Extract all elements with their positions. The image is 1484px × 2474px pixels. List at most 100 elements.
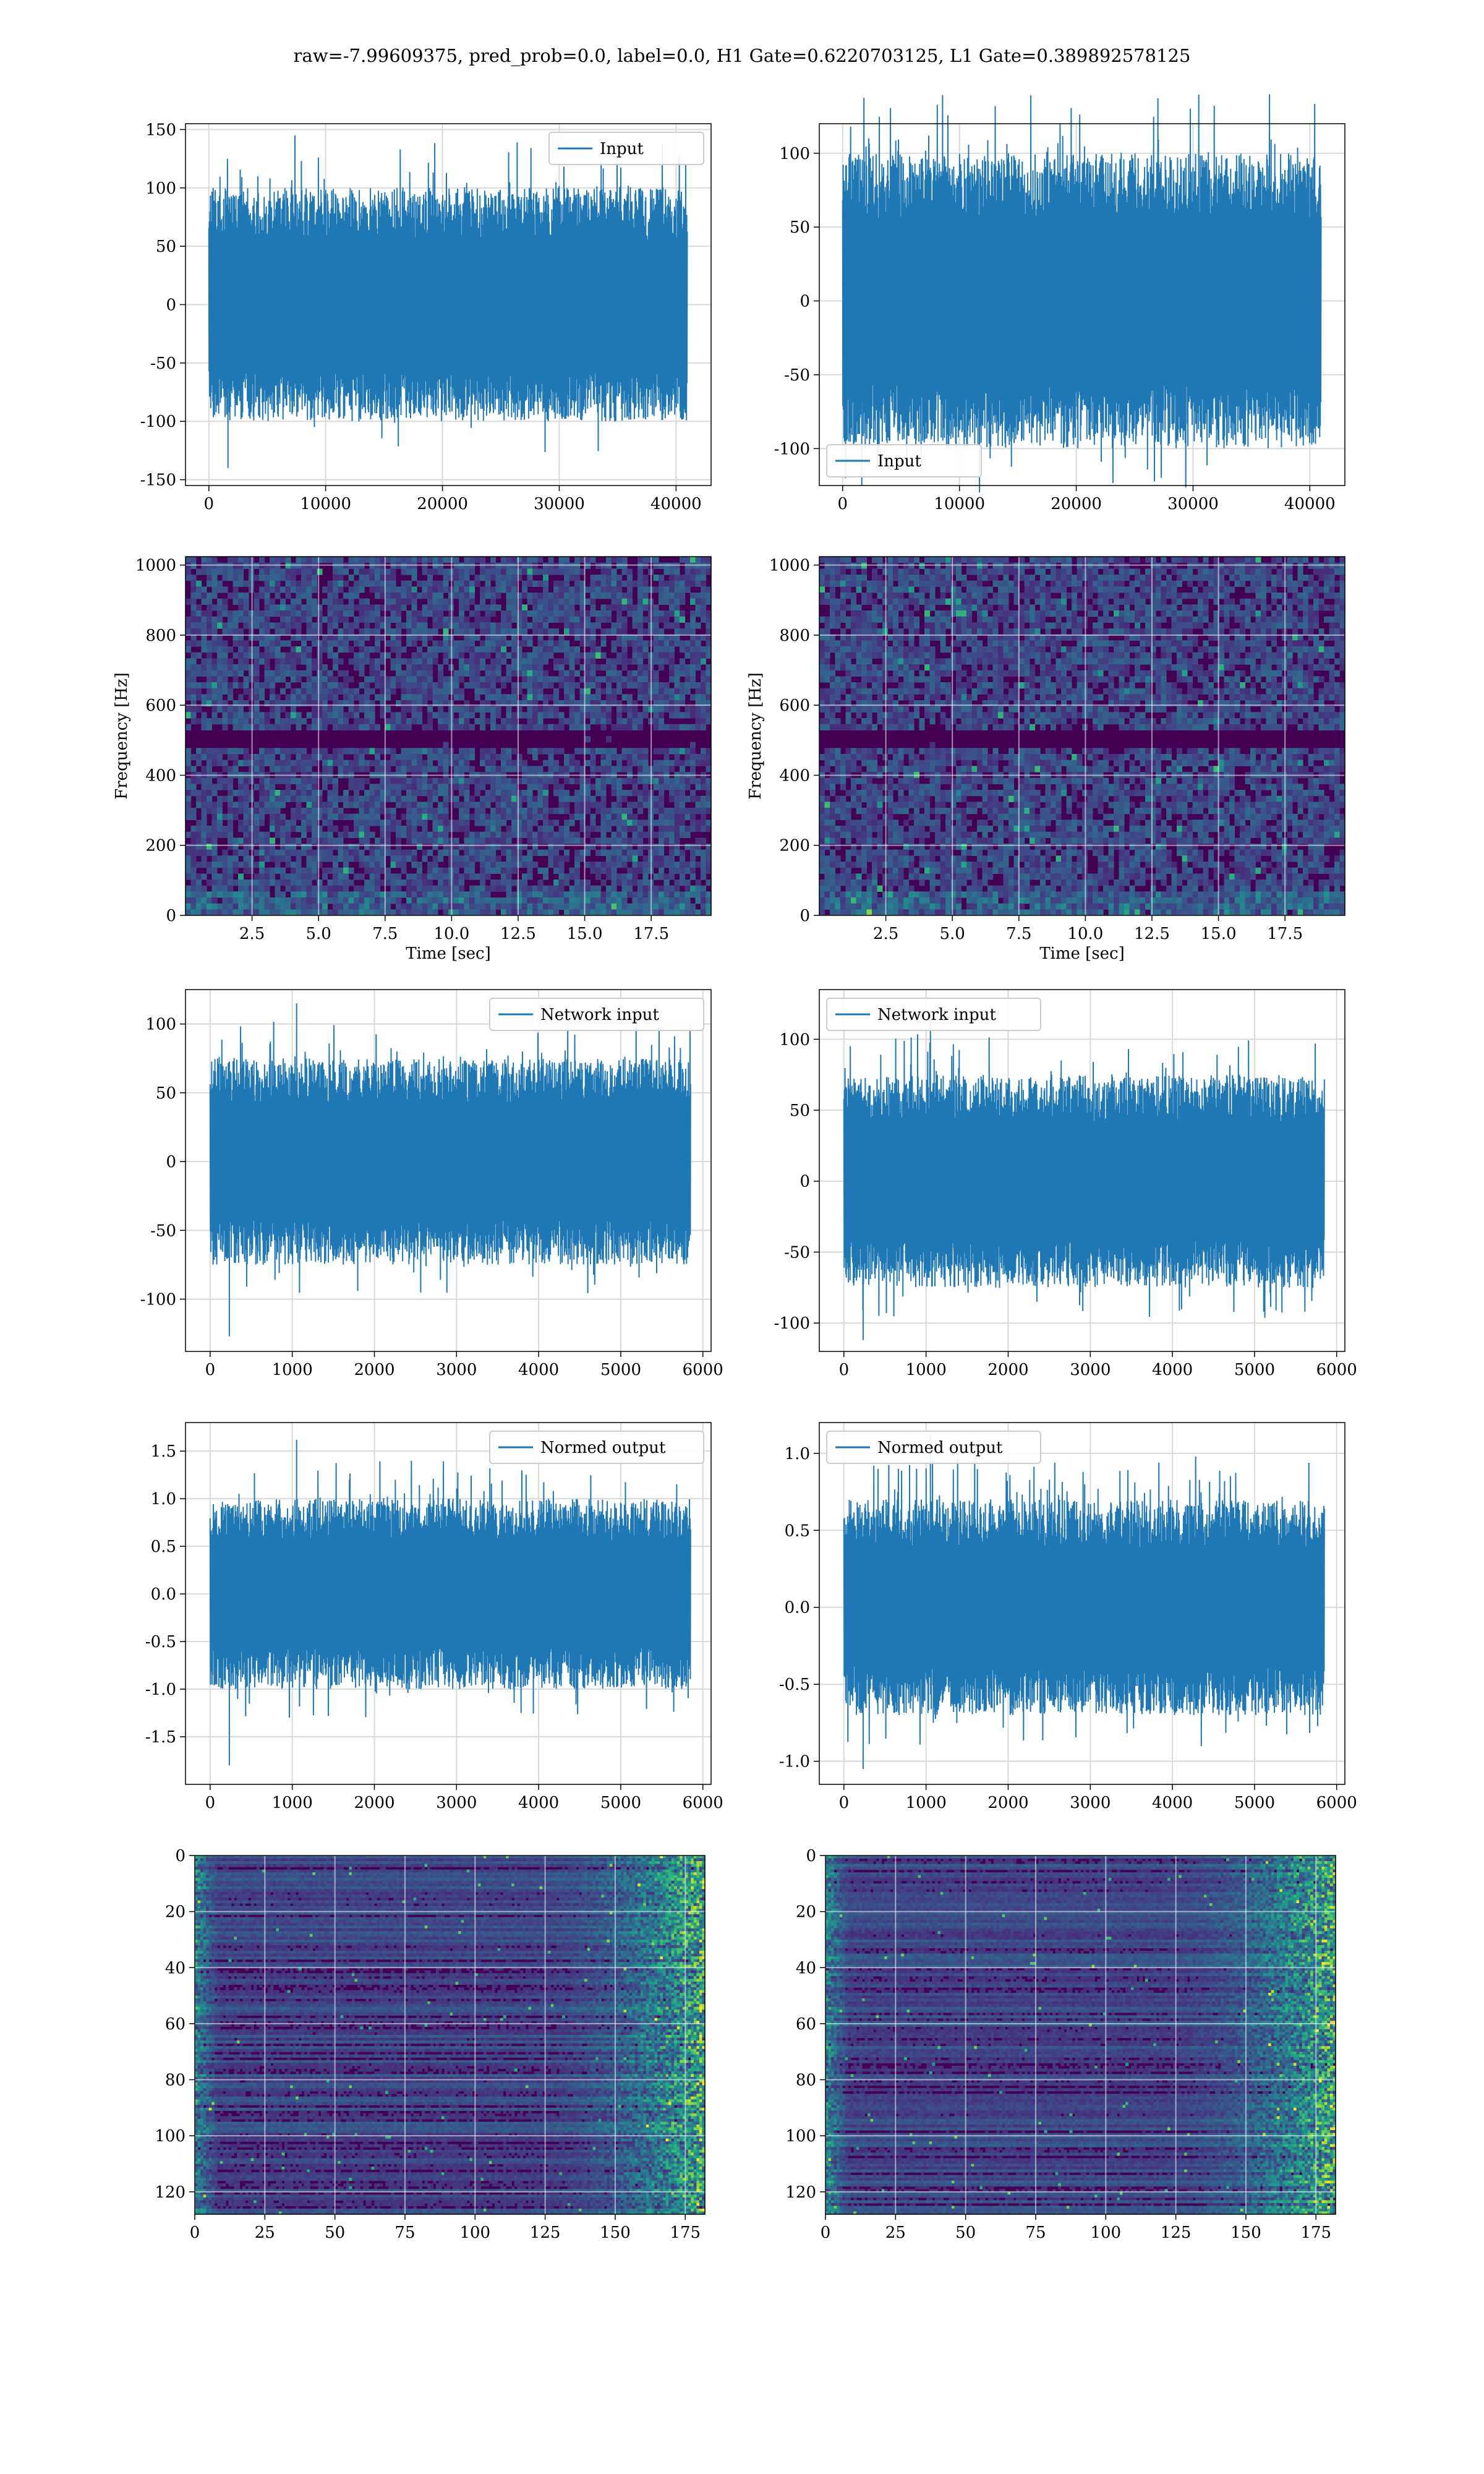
x-tick-label: 40000 [1284,495,1336,513]
y-tick-label: 50 [156,238,176,256]
x-tick-label: 125 [1161,2224,1192,2242]
y-tick-label: -50 [784,366,810,385]
y-tick-label: 20 [796,1903,816,1922]
y-tick-label: 200 [779,837,810,855]
y-tick-label: -50 [150,1222,176,1240]
legend: Network input [827,998,1041,1030]
y-tick-label: 400 [779,766,810,785]
x-tick-label: 2000 [987,1361,1028,1379]
x-tick-label: 5000 [600,1361,641,1379]
legend-label: Network input [540,1006,659,1024]
y-tick-label: -1.0 [145,1680,176,1699]
y-tick-label: -1.0 [779,1753,810,1771]
x-tick-label: 6000 [683,1794,723,1812]
x-tick-label: 5000 [1234,1361,1275,1379]
y-tick-label: 1.0 [785,1445,810,1463]
y-tick-label: 80 [165,2071,186,2090]
x-tick-label: 12.5 [500,925,536,943]
y-tick-label: -1.5 [145,1728,176,1747]
x-tick-label: 17.5 [1267,925,1303,943]
x-tick-label: 5.0 [306,925,331,943]
y-tick-label: 1000 [769,557,810,575]
y-tick-label: 50 [156,1084,176,1103]
x-tick-label: 6000 [1316,1794,1357,1812]
y-tick-label: 50 [790,1102,810,1120]
x-tick-label: 50 [325,2224,345,2242]
legend-label: Normed output [540,1439,666,1457]
x-tick-label: 150 [1230,2224,1261,2242]
x-tick-label: 2.5 [873,925,898,943]
x-tick-label: 2.5 [239,925,265,943]
y-tick-label: 120 [785,2183,816,2202]
y-tick-label: -100 [774,1314,810,1333]
x-tick-label: 0 [190,2224,200,2242]
y-tick-label: 0 [166,1153,176,1171]
x-tick-label: 25 [255,2224,275,2242]
x-tick-label: 0 [839,1794,850,1812]
y-tick-label: -150 [140,471,176,490]
y-tick-label: 1000 [135,557,176,575]
x-tick-label: 6000 [1316,1361,1357,1379]
y-tick-label: -100 [140,1290,176,1309]
axes-h1-spectrogram: 2.5 5.0 7.5 10.0 12.5 15.0 17.5020040060080010… [113,557,712,963]
x-tick-label: 10000 [300,495,351,513]
legend-label: Input [600,140,644,158]
y-tick-label: 400 [145,766,176,785]
y-tick-label: 80 [796,2071,816,2090]
y-tick-label: 60 [796,2015,816,2034]
y-tick-label: 0 [800,293,810,311]
legend: Normed output [490,1431,704,1463]
y-tick-label: 100 [779,1030,810,1049]
y-tick-label: 60 [165,2015,186,2034]
x-tick-label: 0 [205,1361,216,1379]
x-tick-label: 2000 [987,1794,1028,1812]
x-tick-label: 0 [204,495,215,513]
x-tick-label: 5.0 [940,925,965,943]
y-tick-label: 0.5 [151,1538,176,1556]
x-tick-label: 175 [670,2224,701,2242]
x-tick-label: 100 [1090,2224,1121,2242]
x-tick-label: 40000 [650,495,702,513]
x-tick-label: 75 [1025,2224,1046,2242]
y-tick-label: 0 [166,907,176,925]
x-tick-label: 4000 [1152,1361,1193,1379]
y-tick-label: 800 [779,627,810,645]
x-axis-label: Time [sec] [406,944,491,963]
x-tick-label: 20000 [1051,495,1102,513]
x-tick-label: 175 [1300,2224,1331,2242]
axes-l1-spectrogram: 2.5 5.0 7.5 10.0 12.5 15.0 17.5020040060080010… [746,557,1345,963]
y-tick-label: 0.0 [151,1585,176,1604]
y-tick-label: 40 [796,1959,816,1977]
legend-label: Normed output [877,1439,1003,1457]
x-tick-label: 1000 [272,1794,313,1812]
x-tick-label: 25 [885,2224,906,2242]
x-tick-label: 0 [839,1361,850,1379]
x-tick-label: 3000 [436,1794,477,1812]
x-tick-label: 0 [205,1794,216,1812]
y-tick-label: -0.5 [779,1676,810,1694]
heatmap-cells [825,1856,1336,2215]
y-tick-label: 600 [779,696,810,715]
legend: Input [827,445,981,477]
legend-label: Network input [877,1006,996,1024]
y-tick-label: 0 [806,1847,816,1865]
y-tick-label: 150 [145,121,176,139]
y-tick-label: 1.5 [151,1442,176,1461]
y-tick-label: 100 [145,179,176,198]
x-tick-label: 10.0 [1067,925,1103,943]
x-tick-label: 2000 [354,1361,394,1379]
x-tick-label: 1000 [906,1361,947,1379]
y-tick-label: 600 [145,696,176,715]
x-axis-label: Time [sec] [1039,944,1125,963]
x-tick-label: 4000 [518,1361,559,1379]
x-tick-label: 4000 [1152,1794,1193,1812]
x-tick-label: 3000 [1070,1794,1111,1812]
y-tick-label: -50 [784,1243,810,1262]
y-tick-label: -100 [774,440,810,458]
